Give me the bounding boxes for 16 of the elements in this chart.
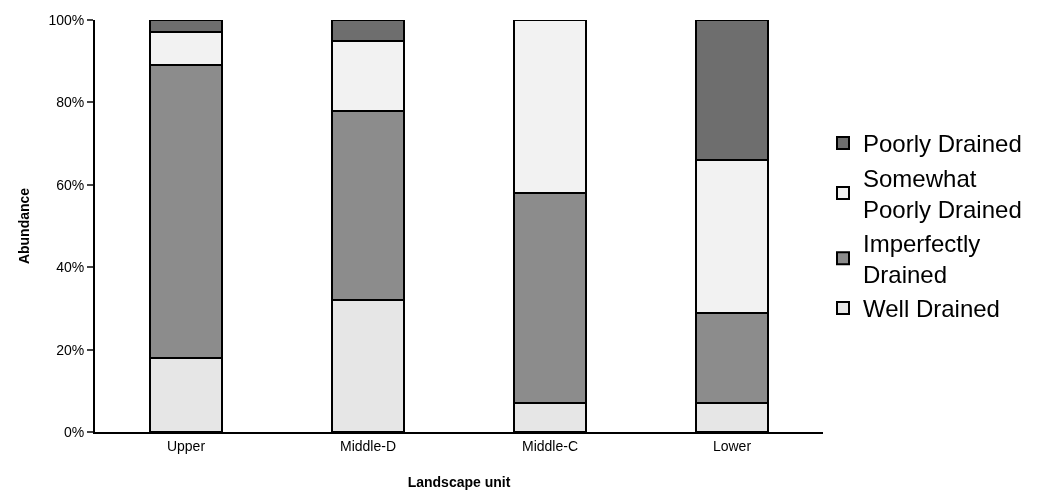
legend-label: Poorly Drained xyxy=(863,130,1022,158)
x-tick-label: Middle-C xyxy=(521,437,579,454)
y-tick-label: 40% xyxy=(56,259,85,276)
y-tick-label: 0% xyxy=(63,423,85,440)
x-tick-label: Upper xyxy=(166,437,206,454)
x-axis-title: Landscape unit xyxy=(407,473,511,490)
legend-label: Somewhat Poorly Drained xyxy=(863,164,1022,223)
x-tick-label: Middle-D xyxy=(339,437,397,454)
legend-label: Imperfectly Drained xyxy=(863,230,981,289)
y-tick-label: 20% xyxy=(56,341,85,358)
y-tick-label: 100% xyxy=(48,11,85,28)
y-tick-label: 80% xyxy=(56,94,85,111)
y-axis-title: Abundance xyxy=(16,187,33,265)
legend-label: Well Drained xyxy=(863,295,1000,323)
y-tick-label: 60% xyxy=(56,176,85,193)
x-tick-label: Lower xyxy=(712,437,752,454)
